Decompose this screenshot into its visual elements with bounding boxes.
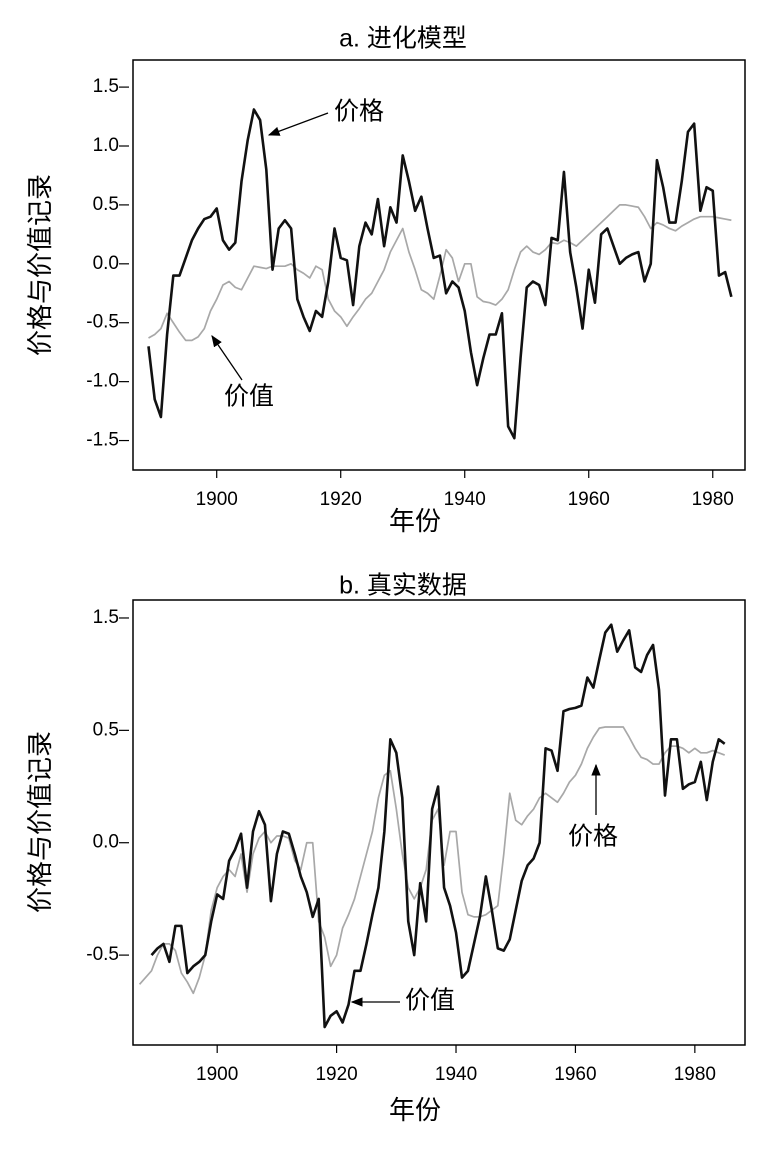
x-tick-label: 1900 — [196, 1064, 238, 1085]
y-tick-label: 1.0 — [93, 135, 119, 156]
y-tick-label: -0.5 — [86, 312, 119, 333]
chart-title: a. 进化模型 — [339, 25, 467, 53]
x-tick-label: 1920 — [315, 1064, 357, 1085]
x-axis-title: 年份 — [389, 1095, 441, 1125]
y-tick-label: 0.5 — [93, 719, 119, 740]
y-tick-label: -1.0 — [86, 371, 119, 392]
series-line — [147, 108, 733, 440]
y-tick-label: 1.5 — [93, 607, 119, 628]
y-tick-label: 1.5 — [93, 76, 119, 97]
y-axis-title: 价格与价值记录 — [25, 731, 55, 913]
series-line — [148, 204, 732, 342]
annotation: 价格 — [568, 823, 618, 851]
y-tick-label: 0.5 — [93, 194, 119, 215]
series-line — [138, 726, 725, 995]
x-tick-label: 1960 — [568, 489, 610, 510]
annotation: 价格 — [334, 98, 384, 126]
x-axis-title: 年份 — [389, 506, 441, 536]
y-tick-label: -1.5 — [86, 430, 119, 451]
y-tick-label: 0.0 — [93, 253, 119, 274]
chart-title: b. 真实数据 — [339, 572, 467, 600]
annotation-arrow — [211, 335, 243, 381]
y-tick-label: 0.0 — [93, 832, 119, 853]
x-tick-label: 1980 — [674, 1064, 716, 1085]
annotation: 价值 — [405, 987, 455, 1015]
plot-frame — [132, 59, 746, 471]
x-tick-label: 1920 — [320, 489, 362, 510]
x-tick-label: 1940 — [435, 1064, 477, 1085]
x-tick-label: 1900 — [196, 489, 238, 510]
y-axis-title: 价格与价值记录 — [25, 174, 55, 356]
annotation-arrow — [267, 112, 329, 136]
x-tick-label: 1980 — [692, 489, 734, 510]
x-tick-label: 1940 — [444, 489, 486, 510]
annotation: 价值 — [224, 383, 274, 411]
x-tick-label: 1960 — [554, 1064, 596, 1085]
y-tick-label: -0.5 — [86, 944, 119, 965]
plot-frame — [132, 599, 746, 1046]
series-line — [150, 623, 726, 1029]
